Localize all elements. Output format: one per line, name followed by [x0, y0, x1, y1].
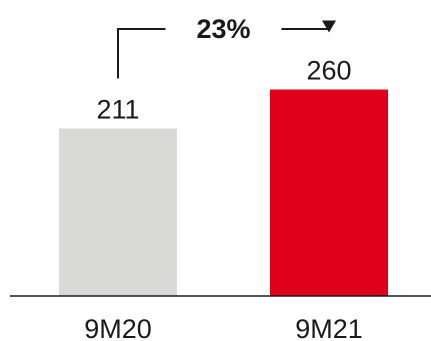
growth-bracket-left [117, 28, 166, 79]
category-label-9m21: 9M21 [295, 314, 363, 341]
growth-annotation: 23% [117, 14, 336, 79]
value-labels-group: 211 260 [96, 56, 351, 125]
growth-bracket-right [281, 21, 330, 30]
bars-group [59, 89, 388, 296]
arrow-down-icon [322, 20, 336, 33]
bar-9m20 [59, 128, 177, 296]
category-label-9m20: 9M20 [84, 314, 152, 341]
value-label-9m20: 211 [96, 94, 139, 124]
bar-9m21 [270, 89, 388, 296]
category-labels-group: 9M20 9M21 [84, 314, 363, 341]
value-label-9m21: 260 [306, 56, 351, 86]
growth-percentage-label: 23% [196, 14, 250, 44]
